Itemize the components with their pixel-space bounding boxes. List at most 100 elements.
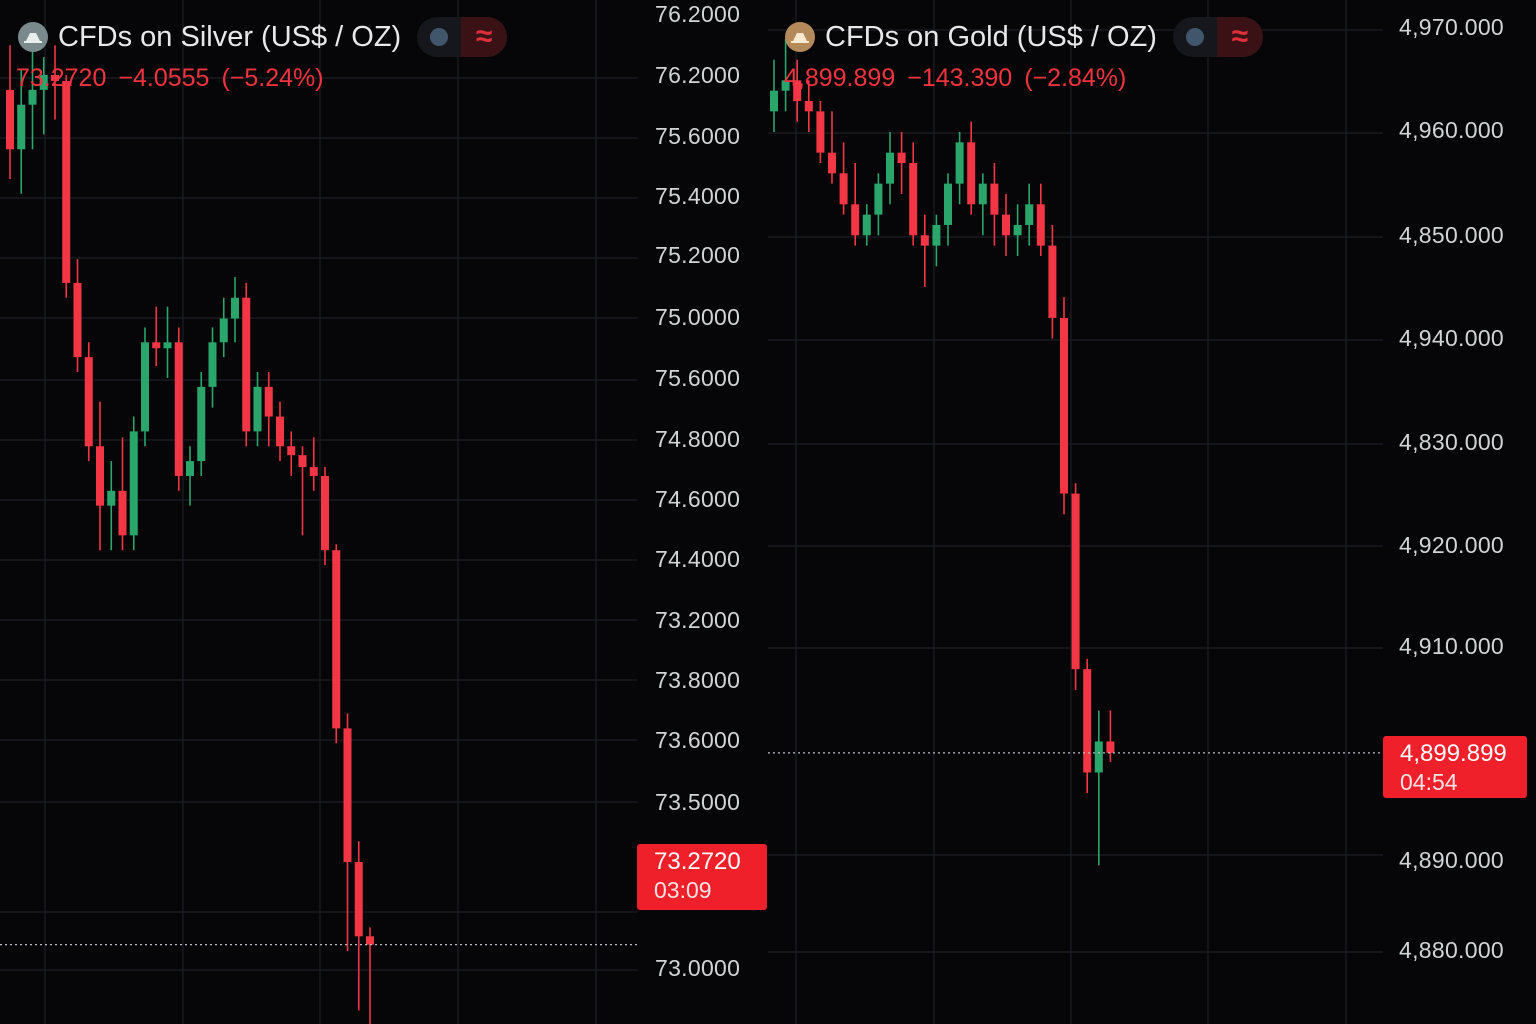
candle [1094,710,1103,866]
candle-body [793,80,802,102]
candle [897,132,906,194]
candle [6,45,14,179]
candle-body [107,490,116,506]
candle [1048,224,1057,339]
gold-indicator-pill[interactable]: ≈ [1172,17,1263,57]
silver-status-dot[interactable] [417,17,461,57]
silver-indicator-pill[interactable]: ≈ [417,17,508,57]
gold-candles-plot[interactable] [768,0,1536,1024]
candle [118,437,127,551]
candle-body [944,183,952,225]
candle-body [1094,741,1103,773]
candle [343,713,352,952]
candle-body [770,90,778,112]
silver-wave-icon[interactable]: ≈ [461,17,508,57]
silver-axis-tick: 74.6000 [655,486,741,512]
candle [1071,483,1080,690]
candle-body [129,431,138,536]
gold-axis-tick: 4,890.000 [1399,847,1505,873]
candle-body [62,80,71,283]
candle-body [1071,493,1080,670]
candle [793,59,802,122]
candle [309,437,318,491]
silver-axis-tick: 75.2000 [655,242,741,268]
candle-body [932,224,941,246]
candle-body [264,386,273,417]
candle [1025,183,1034,246]
silver-axis-tick: 74.8000 [655,426,741,452]
candle [874,173,883,236]
candle-body [1036,204,1045,246]
candle-body [897,152,906,163]
candle-body [141,342,149,432]
gold-price-tag: 4,899.899 04:54 [1383,736,1527,798]
silver-symbol-title[interactable]: CFDs on Silver (US$ / OZ) [58,20,402,53]
candle [73,259,82,372]
candle [851,162,860,246]
silver-axis-tick: 75.6000 [655,123,741,149]
candle-body [242,297,251,432]
candle-body [1060,317,1068,494]
gold-quote-line: 4,899.899 −143.390 (−2.84%) [784,64,1138,93]
candle-body [955,142,964,184]
gold-axis-tick: 4,830.000 [1399,429,1505,455]
candle-body [1048,245,1057,318]
candle-body [39,75,48,90]
gold-change-pct: (−2.84%) [1024,64,1127,92]
candle-body [828,152,836,174]
gold-axis-tick: 4,880.000 [1399,937,1505,963]
candle-body [886,152,894,184]
gold-status-dot[interactable] [1173,17,1217,57]
candle-body [1083,669,1092,773]
candle-body [343,728,352,863]
candle [174,327,183,491]
candle-body [186,461,194,476]
silver-axis-tick: 73.8000 [655,667,741,693]
candle-body [874,183,883,215]
gold-axis-tick: 4,850.000 [1399,222,1505,248]
candle [287,431,296,476]
candle [197,372,206,476]
candle [28,51,37,150]
silver-change: −4.0555 [118,64,210,92]
gold-axis-tick: 4,970.000 [1399,14,1505,40]
candle [909,142,918,246]
candle-body [197,386,206,462]
candle [1002,193,1010,256]
candle-body [851,204,860,236]
candle-body [920,235,929,246]
candle [816,101,825,163]
gold-tag-price: 4,899.899 [1400,740,1507,767]
candle-body [321,475,329,551]
candle [219,297,228,358]
silver-axis-tick: 75.6000 [655,365,741,391]
candle-body [208,342,217,387]
candle [944,173,952,246]
candle [862,204,871,246]
candle-body [28,89,37,105]
candle [208,327,217,408]
candle-body [781,80,790,91]
gold-symbol-title[interactable]: CFDs on Gold (US$ / OZ) [825,20,1157,53]
candle-body [253,386,262,432]
candle-body [174,342,183,476]
candle [231,276,239,343]
candle-body [862,214,871,236]
gold-axis-tick: 4,940.000 [1399,325,1505,351]
candle [990,162,999,246]
candle-body [309,467,318,476]
gold-wave-icon[interactable]: ≈ [1216,17,1263,57]
candle-body [152,342,161,349]
candle [886,132,894,205]
silver-tag-countdown: 03:09 [654,877,712,903]
candle-body [1106,741,1115,753]
candle-body [967,142,976,205]
gold-chart-panel[interactable]: CFDs on Gold (US$ / OZ) ≈ 4,899.899 −143.… [768,0,1536,1024]
silver-chart-panel[interactable]: CFDs on Silver (US$ / OZ) ≈ 73.2720 −4.05… [0,0,768,1024]
silver-candles-plot[interactable] [0,0,768,1024]
candle [242,282,251,447]
silver-axis-tick: 76.2000 [655,62,741,88]
gold-change: −143.390 [907,64,1013,92]
candle [39,57,48,135]
candle [354,841,363,1011]
